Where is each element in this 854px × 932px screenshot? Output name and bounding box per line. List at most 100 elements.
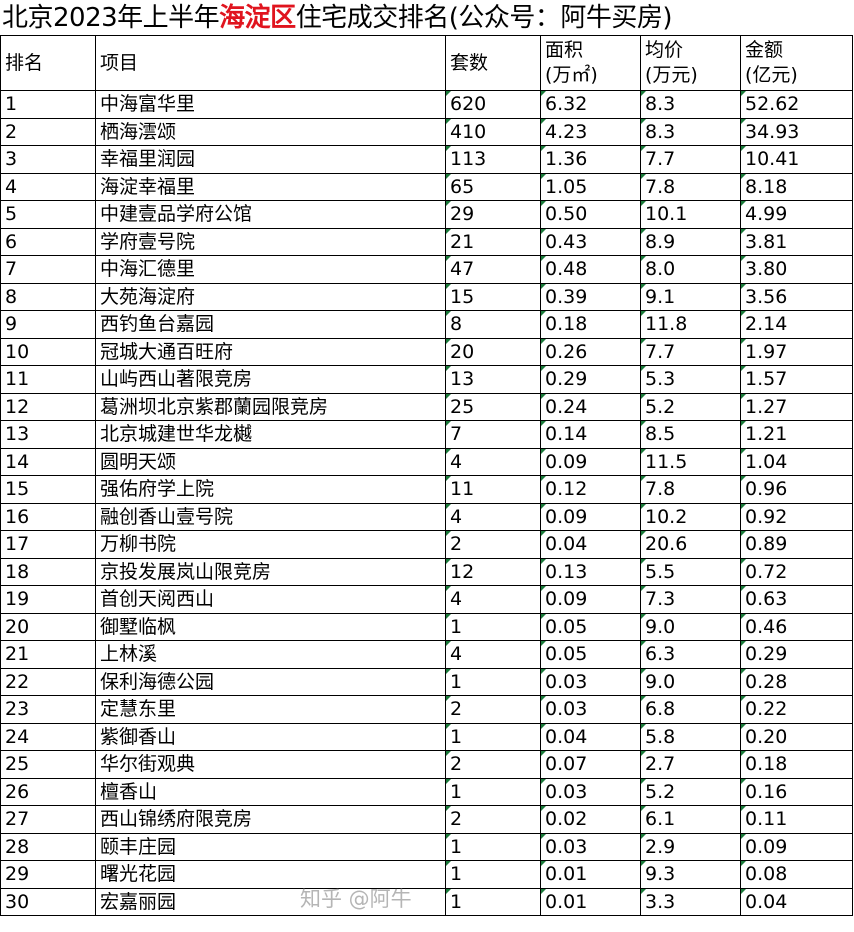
cell-units[interactable]: 7	[445, 420, 541, 449]
cell-area[interactable]: 0.04	[540, 722, 641, 751]
cell-project[interactable]: 中海富华里	[95, 90, 446, 119]
cell-rank[interactable]: 11	[0, 365, 96, 394]
cell-project[interactable]: 圆明天颂	[95, 447, 446, 476]
cell-units[interactable]: 4	[445, 502, 541, 531]
cell-project[interactable]: 紫御香山	[95, 722, 446, 751]
cell-amount[interactable]: 0.09	[740, 832, 853, 861]
cell-project[interactable]: 曙光花园	[95, 860, 446, 889]
cell-rank[interactable]: 10	[0, 337, 96, 366]
cell-avg-price[interactable]: 7.3	[640, 585, 741, 614]
cell-project[interactable]: 学府壹号院	[95, 227, 446, 256]
header-project[interactable]: 项目	[95, 35, 446, 91]
cell-units[interactable]: 20	[445, 337, 541, 366]
cell-area[interactable]: 6.32	[540, 90, 641, 119]
cell-project[interactable]: 华尔街观典	[95, 750, 446, 779]
cell-units[interactable]: 1	[445, 667, 541, 696]
cell-units[interactable]: 8	[445, 310, 541, 339]
cell-amount[interactable]: 0.11	[740, 805, 853, 834]
cell-project[interactable]: 栖海澐颂	[95, 117, 446, 146]
cell-avg-price[interactable]: 10.2	[640, 502, 741, 531]
cell-units[interactable]: 2	[445, 750, 541, 779]
cell-amount[interactable]: 0.04	[740, 887, 853, 916]
cell-amount[interactable]: 52.62	[740, 90, 853, 119]
cell-rank[interactable]: 28	[0, 832, 96, 861]
cell-units[interactable]: 1	[445, 860, 541, 889]
cell-units[interactable]: 13	[445, 365, 541, 394]
cell-rank[interactable]: 15	[0, 475, 96, 504]
cell-avg-price[interactable]: 6.3	[640, 640, 741, 669]
cell-project[interactable]: 冠城大通百旺府	[95, 337, 446, 366]
cell-avg-price[interactable]: 8.3	[640, 90, 741, 119]
cell-units[interactable]: 2	[445, 530, 541, 559]
cell-rank[interactable]: 14	[0, 447, 96, 476]
cell-rank[interactable]: 16	[0, 502, 96, 531]
cell-avg-price[interactable]: 3.3	[640, 887, 741, 916]
cell-rank[interactable]: 22	[0, 667, 96, 696]
cell-project[interactable]: 御墅临枫	[95, 612, 446, 641]
cell-project[interactable]: 大苑海淀府	[95, 282, 446, 311]
cell-area[interactable]: 0.05	[540, 612, 641, 641]
cell-rank[interactable]: 5	[0, 200, 96, 229]
cell-amount[interactable]: 0.22	[740, 695, 853, 724]
cell-units[interactable]: 4	[445, 447, 541, 476]
cell-rank[interactable]: 25	[0, 750, 96, 779]
cell-rank[interactable]: 2	[0, 117, 96, 146]
cell-rank[interactable]: 9	[0, 310, 96, 339]
cell-units[interactable]: 2	[445, 695, 541, 724]
cell-rank[interactable]: 29	[0, 860, 96, 889]
cell-amount[interactable]: 1.27	[740, 392, 853, 421]
header-area[interactable]: 面积 (万㎡)	[540, 35, 641, 91]
cell-area[interactable]: 0.12	[540, 475, 641, 504]
cell-units[interactable]: 12	[445, 557, 541, 586]
cell-avg-price[interactable]: 9.0	[640, 612, 741, 641]
cell-avg-price[interactable]: 2.9	[640, 832, 741, 861]
cell-rank[interactable]: 26	[0, 777, 96, 806]
cell-avg-price[interactable]: 5.5	[640, 557, 741, 586]
cell-amount[interactable]: 1.97	[740, 337, 853, 366]
cell-project[interactable]: 北京城建世华龙樾	[95, 420, 446, 449]
cell-area[interactable]: 0.07	[540, 750, 641, 779]
cell-avg-price[interactable]: 9.0	[640, 667, 741, 696]
cell-avg-price[interactable]: 8.5	[640, 420, 741, 449]
cell-project[interactable]: 强佑府学上院	[95, 475, 446, 504]
cell-project[interactable]: 葛洲坝北京紫郡蘭园限竞房	[95, 392, 446, 421]
cell-avg-price[interactable]: 5.2	[640, 777, 741, 806]
cell-project[interactable]: 上林溪	[95, 640, 446, 669]
cell-project[interactable]: 中海汇德里	[95, 255, 446, 284]
cell-units[interactable]: 410	[445, 117, 541, 146]
cell-project[interactable]: 檀香山	[95, 777, 446, 806]
cell-amount[interactable]: 0.16	[740, 777, 853, 806]
cell-amount[interactable]: 3.81	[740, 227, 853, 256]
cell-area[interactable]: 4.23	[540, 117, 641, 146]
cell-amount[interactable]: 0.20	[740, 722, 853, 751]
cell-rank[interactable]: 1	[0, 90, 96, 119]
cell-units[interactable]: 65	[445, 172, 541, 201]
cell-project[interactable]: 融创香山壹号院	[95, 502, 446, 531]
cell-units[interactable]: 2	[445, 805, 541, 834]
cell-units[interactable]: 1	[445, 777, 541, 806]
cell-units[interactable]: 1	[445, 887, 541, 916]
cell-area[interactable]: 0.09	[540, 502, 641, 531]
cell-units[interactable]: 4	[445, 585, 541, 614]
cell-project[interactable]: 幸福里润园	[95, 145, 446, 174]
cell-units[interactable]: 25	[445, 392, 541, 421]
cell-area[interactable]: 0.43	[540, 227, 641, 256]
cell-units[interactable]: 21	[445, 227, 541, 256]
cell-rank[interactable]: 8	[0, 282, 96, 311]
cell-avg-price[interactable]: 11.5	[640, 447, 741, 476]
cell-area[interactable]: 0.01	[540, 887, 641, 916]
cell-area[interactable]: 0.14	[540, 420, 641, 449]
cell-avg-price[interactable]: 7.7	[640, 145, 741, 174]
cell-area[interactable]: 0.03	[540, 832, 641, 861]
cell-rank[interactable]: 6	[0, 227, 96, 256]
cell-amount[interactable]: 4.99	[740, 200, 853, 229]
cell-avg-price[interactable]: 5.2	[640, 392, 741, 421]
cell-avg-price[interactable]: 7.7	[640, 337, 741, 366]
cell-amount[interactable]: 1.21	[740, 420, 853, 449]
cell-units[interactable]: 47	[445, 255, 541, 284]
cell-units[interactable]: 15	[445, 282, 541, 311]
cell-project[interactable]: 西钓鱼台嘉园	[95, 310, 446, 339]
cell-area[interactable]: 0.04	[540, 530, 641, 559]
cell-rank[interactable]: 20	[0, 612, 96, 641]
cell-area[interactable]: 0.26	[540, 337, 641, 366]
